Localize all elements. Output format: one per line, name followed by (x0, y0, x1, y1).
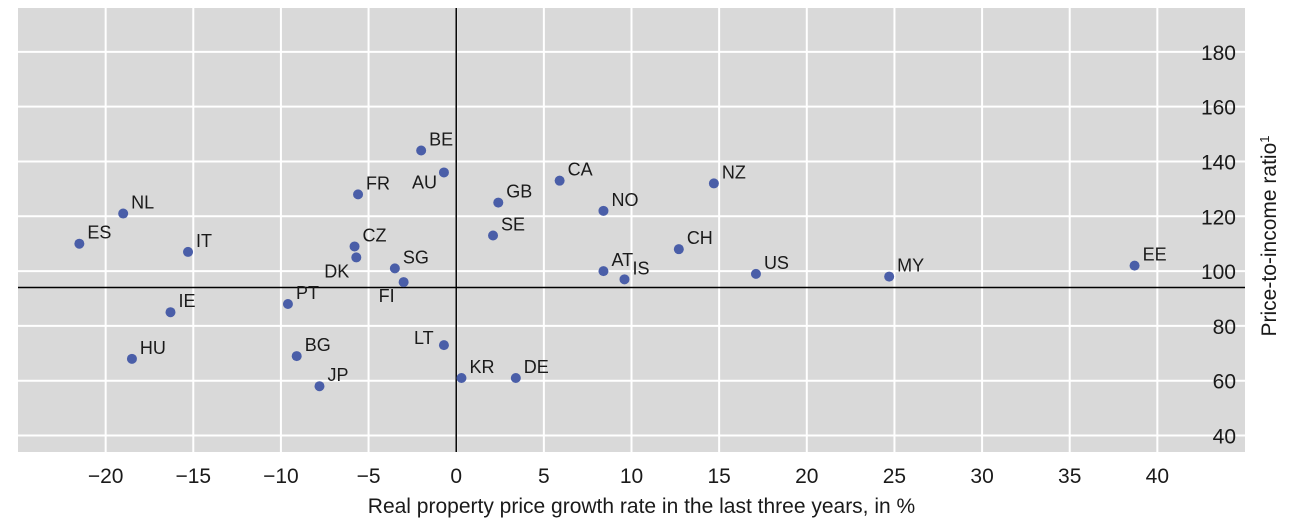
point-label-jp: JP (327, 365, 348, 385)
point-label-dk: DK (324, 261, 349, 281)
grid-lines (18, 8, 1245, 452)
x-tick-label: 0 (450, 465, 462, 488)
y-tick-label: 180 (1201, 42, 1236, 65)
point-label-pt: PT (296, 283, 319, 303)
y-tick-label: 80 (1213, 316, 1236, 339)
data-point-ca (554, 175, 565, 186)
x-tick-label: 40 (1146, 465, 1169, 488)
point-label-ee: EE (1143, 245, 1167, 265)
y-axis-title-superscript: 1 (1257, 136, 1272, 143)
point-label-sg: SG (403, 247, 429, 267)
point-label-hu: HU (140, 338, 166, 358)
point-label-se: SE (501, 214, 525, 234)
data-point-ch (673, 244, 684, 255)
data-point-jp (314, 381, 325, 392)
point-label-no: NO (611, 190, 638, 210)
data-point-us (750, 268, 761, 279)
y-tick-label: 40 (1213, 426, 1236, 449)
data-point-nl (118, 208, 129, 219)
data-point-gb (493, 197, 504, 208)
data-point-es (74, 238, 85, 249)
y-tick-label: 140 (1201, 151, 1236, 174)
point-label-gb: GB (506, 182, 532, 202)
x-tick-label: 20 (795, 465, 818, 488)
point-label-at: AT (611, 250, 633, 270)
point-label-kr: KR (469, 357, 494, 377)
point-label-ch: CH (687, 228, 713, 248)
data-point-lt (438, 340, 449, 351)
reference-axes (18, 8, 1245, 452)
point-label-bg: BG (305, 335, 331, 355)
data-point-my (884, 271, 895, 282)
data-point-se (488, 230, 499, 241)
x-tick-label: 15 (707, 465, 730, 488)
y-tick-label: 160 (1201, 97, 1236, 120)
x-axis-title: Real property price growth rate in the l… (368, 495, 915, 518)
data-point-be (416, 145, 427, 156)
x-tick-label: 10 (620, 465, 643, 488)
x-tick-label: 35 (1058, 465, 1081, 488)
x-tick-label: −20 (88, 465, 124, 488)
data-point-fr (353, 189, 364, 200)
data-point-no (598, 205, 609, 216)
data-point-nz (708, 178, 719, 189)
x-tick-labels: −20 −15 −10 −5 0 5 10 15 20 25 30 35 40 (88, 465, 1169, 488)
point-label-ie: IE (178, 291, 195, 311)
data-point-dk (351, 252, 362, 263)
data-point-ee (1129, 260, 1140, 271)
y-tick-label: 120 (1201, 206, 1236, 229)
point-label-cz: CZ (363, 225, 387, 245)
data-point-kr (456, 373, 467, 383)
data-point-fi (398, 277, 409, 288)
point-label-fi: FI (379, 286, 395, 306)
x-tick-label: −5 (357, 465, 381, 488)
point-label-lt: LT (414, 328, 434, 348)
point-label-es: ES (87, 223, 111, 243)
point-label-au: AU (412, 172, 437, 192)
data-point-pt (282, 299, 293, 309)
data-point-bg (291, 351, 302, 362)
data-point-de (510, 373, 521, 383)
point-label-fr: FR (366, 173, 390, 193)
point-label-ca: CA (568, 160, 593, 180)
x-tick-label: 30 (970, 465, 993, 488)
point-label-it: IT (196, 231, 212, 251)
data-point-au (438, 167, 449, 178)
data-point-sg (389, 263, 400, 274)
data-point-hu (126, 353, 137, 364)
x-tick-label: −10 (263, 465, 299, 488)
data-point-at (598, 266, 609, 277)
point-label-my: MY (897, 256, 924, 276)
data-point-cz (349, 241, 360, 252)
x-tick-label: 5 (538, 465, 550, 488)
y-axis-title-text: Price-to-income ratio (1258, 143, 1281, 337)
y-axis-title: Price-to-income ratio1 (1257, 136, 1282, 337)
point-label-is: IS (632, 258, 649, 278)
data-point-ie (165, 307, 176, 318)
data-points: ES NL HU IE IT PT BG JP FR CZ DK SG FI BE AU LT KR DE SE GB… (74, 130, 1167, 392)
x-tick-label: 25 (883, 465, 906, 488)
y-tick-labels: 40 60 80 100 120 140 160 180 (1201, 42, 1236, 449)
y-tick-label: 100 (1201, 261, 1236, 284)
data-point-it (183, 246, 194, 257)
y-tick-label: 60 (1213, 371, 1236, 394)
x-tick-label: −15 (175, 465, 211, 488)
point-label-nz: NZ (722, 162, 746, 182)
point-label-nl: NL (131, 193, 154, 213)
point-label-be: BE (429, 130, 453, 150)
point-label-de: DE (524, 357, 549, 377)
data-point-is (619, 274, 630, 285)
point-label-us: US (764, 253, 789, 273)
